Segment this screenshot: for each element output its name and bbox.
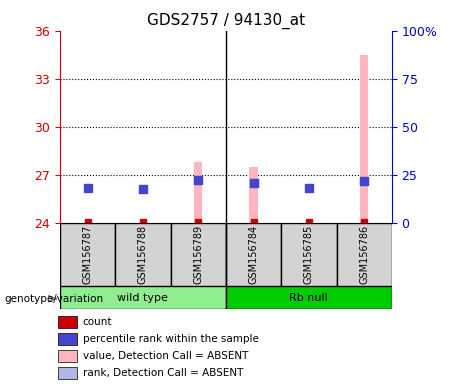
Text: Rb null: Rb null — [290, 293, 328, 303]
Title: GDS2757 / 94130_at: GDS2757 / 94130_at — [147, 13, 305, 29]
Bar — [60, 223, 115, 286]
Bar — [226, 286, 392, 309]
Bar — [60, 286, 226, 309]
Text: GSM156784: GSM156784 — [248, 225, 259, 284]
Text: percentile rank within the sample: percentile rank within the sample — [83, 334, 259, 344]
Text: GSM156785: GSM156785 — [304, 225, 314, 284]
Text: rank, Detection Call = ABSENT: rank, Detection Call = ABSENT — [83, 368, 243, 378]
Text: GSM156786: GSM156786 — [359, 225, 369, 284]
Bar — [249, 167, 258, 223]
Bar — [58, 349, 77, 362]
Bar — [281, 223, 337, 286]
Text: GSM156787: GSM156787 — [83, 225, 93, 284]
Text: count: count — [83, 317, 112, 327]
Bar — [58, 367, 77, 379]
Bar — [58, 333, 77, 345]
Bar — [58, 316, 77, 328]
Text: GSM156788: GSM156788 — [138, 225, 148, 284]
Text: GSM156789: GSM156789 — [193, 225, 203, 284]
Text: genotype/variation: genotype/variation — [5, 294, 104, 304]
Text: wild type: wild type — [118, 293, 168, 303]
Text: value, Detection Call = ABSENT: value, Detection Call = ABSENT — [83, 351, 248, 361]
Bar — [194, 162, 202, 223]
Bar — [360, 55, 368, 223]
Bar — [171, 223, 226, 286]
Bar — [337, 223, 392, 286]
Bar — [226, 223, 281, 286]
Bar — [115, 223, 171, 286]
